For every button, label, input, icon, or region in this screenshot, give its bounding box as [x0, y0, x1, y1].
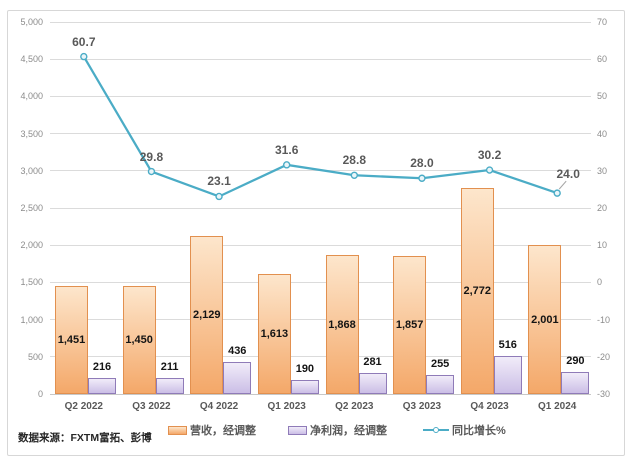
left-axis-tick: 1,500	[20, 277, 43, 288]
bar-profit	[493, 355, 522, 394]
bar-revenue	[325, 255, 359, 394]
bar-revenue	[257, 273, 291, 394]
x-axis-label: Q4 2023	[470, 401, 509, 412]
left-axis-tick: 3,500	[20, 128, 43, 139]
legend-label: 营收，经调整	[190, 425, 256, 437]
gridline	[50, 356, 591, 358]
legend-swatch-line	[423, 426, 449, 435]
legend-swatch-revenue	[168, 425, 187, 435]
gridline	[50, 319, 591, 321]
right-axis-tick: 20	[597, 203, 608, 213]
left-axis-tick: 5,000	[20, 17, 43, 27]
bar-label-revenue: 2,772	[463, 284, 492, 297]
bar-profit	[426, 375, 455, 394]
right-axis-tick: -10	[597, 314, 611, 325]
gridline	[50, 95, 591, 97]
right-axis-tick: 40	[597, 128, 608, 139]
legend-label: 同比增长%	[452, 425, 506, 437]
legend-item: 同比增长%	[423, 423, 506, 437]
left-axis-tick: 2,000	[20, 240, 43, 251]
x-axis-label: Q1 2023	[267, 401, 306, 412]
legend-item: 营收，经调整	[168, 423, 256, 437]
left-axis-tick: 1,000	[20, 314, 43, 325]
bar-label-profit: 516	[498, 338, 517, 351]
line-label: 23.1	[207, 174, 231, 189]
gridline	[50, 281, 591, 283]
bar-profit	[561, 372, 590, 394]
line-label: 31.6	[275, 142, 299, 157]
bar-profit	[358, 373, 387, 394]
bar-label-revenue: 2,129	[192, 308, 221, 321]
gridline	[50, 244, 591, 246]
x-axis-label: Q2 2023	[335, 401, 374, 412]
left-axis-tick: 2,500	[20, 203, 43, 213]
left-axis-tick: 4,500	[20, 54, 43, 65]
right-axis-tick: 30	[597, 165, 608, 176]
bar-revenue	[190, 235, 224, 394]
bar-label-profit: 190	[295, 362, 315, 375]
bar-profit	[88, 377, 116, 394]
x-axis-label: Q3 2022	[132, 401, 171, 412]
bar-label-revenue: 1,857	[395, 318, 424, 331]
bar-label-profit: 290	[566, 355, 585, 368]
x-axis-label: Q2 2022	[64, 401, 103, 412]
bar-revenue	[460, 187, 494, 394]
gridline	[50, 170, 591, 172]
line-label: 60.7	[72, 34, 96, 49]
bar-label-profit: 436	[228, 344, 247, 357]
bar-profit	[155, 378, 184, 394]
right-axis-tick: 0	[597, 277, 603, 288]
bar-label-profit: 216	[92, 360, 112, 373]
bar-revenue	[393, 255, 427, 394]
gridline	[50, 21, 591, 23]
bar-label-profit: 281	[363, 356, 382, 369]
bar-label-revenue: 1,451	[57, 334, 86, 347]
bar-label-revenue: 1,868	[328, 318, 356, 331]
line-label: 28.0	[410, 156, 434, 171]
bar-revenue	[55, 286, 88, 394]
bar-label-revenue: 1,613	[260, 327, 289, 340]
legend-line-marker	[433, 426, 439, 433]
bar-label-profit: 211	[160, 361, 179, 374]
right-axis-tick: -20	[597, 351, 611, 362]
left-axis-tick: 4,000	[20, 91, 43, 102]
right-axis-tick: -30	[597, 389, 611, 399]
bar-profit	[290, 379, 319, 394]
line-label: 29.8	[139, 149, 164, 164]
bar-label-revenue: 2,001	[531, 313, 559, 326]
left-axis-tick: 3,000	[20, 165, 43, 176]
bar-revenue	[528, 245, 562, 394]
line-label: 30.2	[477, 148, 502, 163]
x-axis-label: Q4 2022	[199, 401, 239, 412]
left-axis-tick: 500	[27, 351, 43, 362]
right-axis-tick: 10	[597, 240, 608, 251]
gridline	[50, 207, 591, 209]
bar-label-revenue: 1,450	[125, 334, 153, 347]
right-axis-tick: 70	[597, 17, 608, 27]
left-axis-tick: 0	[37, 389, 43, 399]
legend-swatch-profit	[288, 425, 307, 435]
source-note: 数据来源：FXTM富拓、彭博	[18, 432, 152, 444]
x-axis-label: Q3 2023	[402, 401, 442, 412]
bar-revenue	[122, 286, 156, 394]
right-axis-tick: 60	[597, 54, 608, 65]
gridline	[50, 58, 591, 60]
bar-profit	[223, 361, 252, 394]
bar-label-profit: 255	[430, 358, 450, 371]
line-label: 24.0	[556, 167, 580, 182]
gridline	[50, 393, 591, 395]
legend-item: 净利润，经调整	[288, 423, 387, 437]
line-label: 28.8	[342, 153, 366, 168]
legend-label: 净利润，经调整	[310, 425, 387, 437]
x-axis-label: Q1 2024	[538, 401, 577, 412]
gridline	[50, 133, 591, 135]
right-axis-tick: 50	[597, 91, 608, 102]
